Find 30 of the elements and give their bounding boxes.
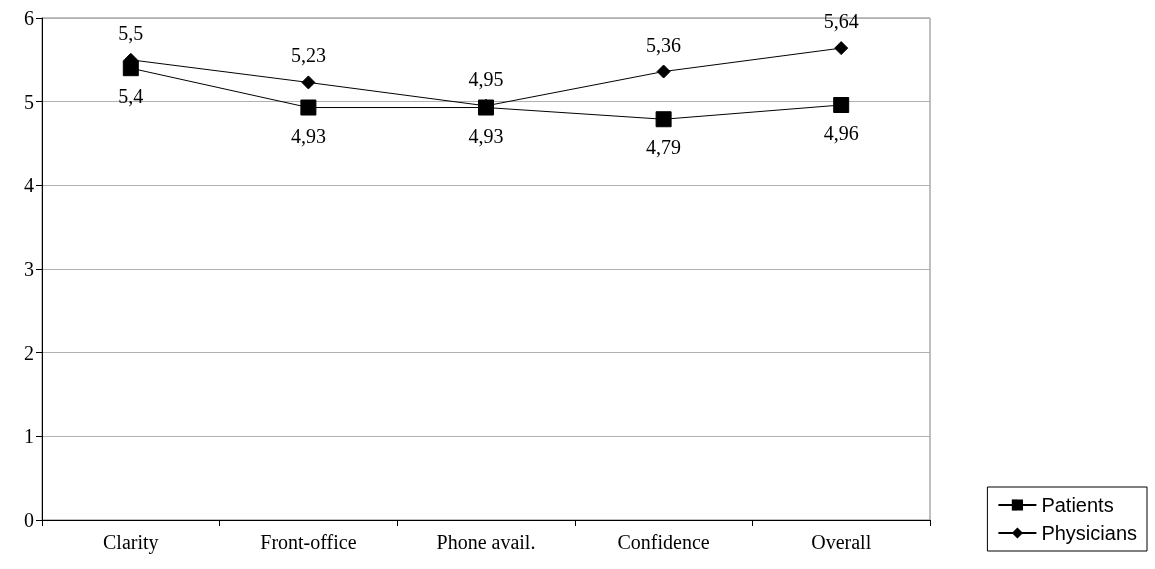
y-tick-label: 6: [24, 7, 34, 29]
x-tick-label: Overall: [811, 531, 872, 553]
point: [833, 97, 850, 114]
y-tick-label: 1: [24, 425, 34, 448]
data-label: 5,64: [823, 10, 859, 33]
point: [300, 99, 317, 116]
data-label: 4,93: [468, 124, 504, 147]
data-label: 4,96: [823, 122, 859, 145]
point: [656, 64, 671, 79]
x-tick-label: Clarity: [103, 531, 159, 554]
data-label: 4,95: [468, 67, 504, 90]
data-label: 5,36: [646, 33, 682, 56]
point: [834, 41, 849, 56]
legend-label: Patients: [1041, 494, 1114, 516]
y-tick-label: 3: [24, 258, 34, 280]
data-label: 5,4: [118, 85, 144, 108]
y-tick-label: 5: [24, 90, 34, 113]
x-tick-label: Front-office: [260, 531, 357, 553]
y-tick-label: 2: [24, 341, 34, 364]
point: [301, 75, 316, 90]
y-tick-label: 4: [24, 174, 34, 197]
x-tick-label: Phone avail.: [436, 531, 536, 553]
legend-label: Physicians: [1041, 522, 1138, 544]
data-label: 4,93: [290, 124, 326, 147]
data-label: 4,79: [646, 136, 682, 159]
x-tick-label: Confidence: [617, 531, 710, 553]
data-label: 5,5: [118, 21, 144, 44]
point: [655, 111, 672, 128]
data-label: 5,23: [290, 44, 326, 67]
y-tick-label: 0: [24, 509, 34, 531]
